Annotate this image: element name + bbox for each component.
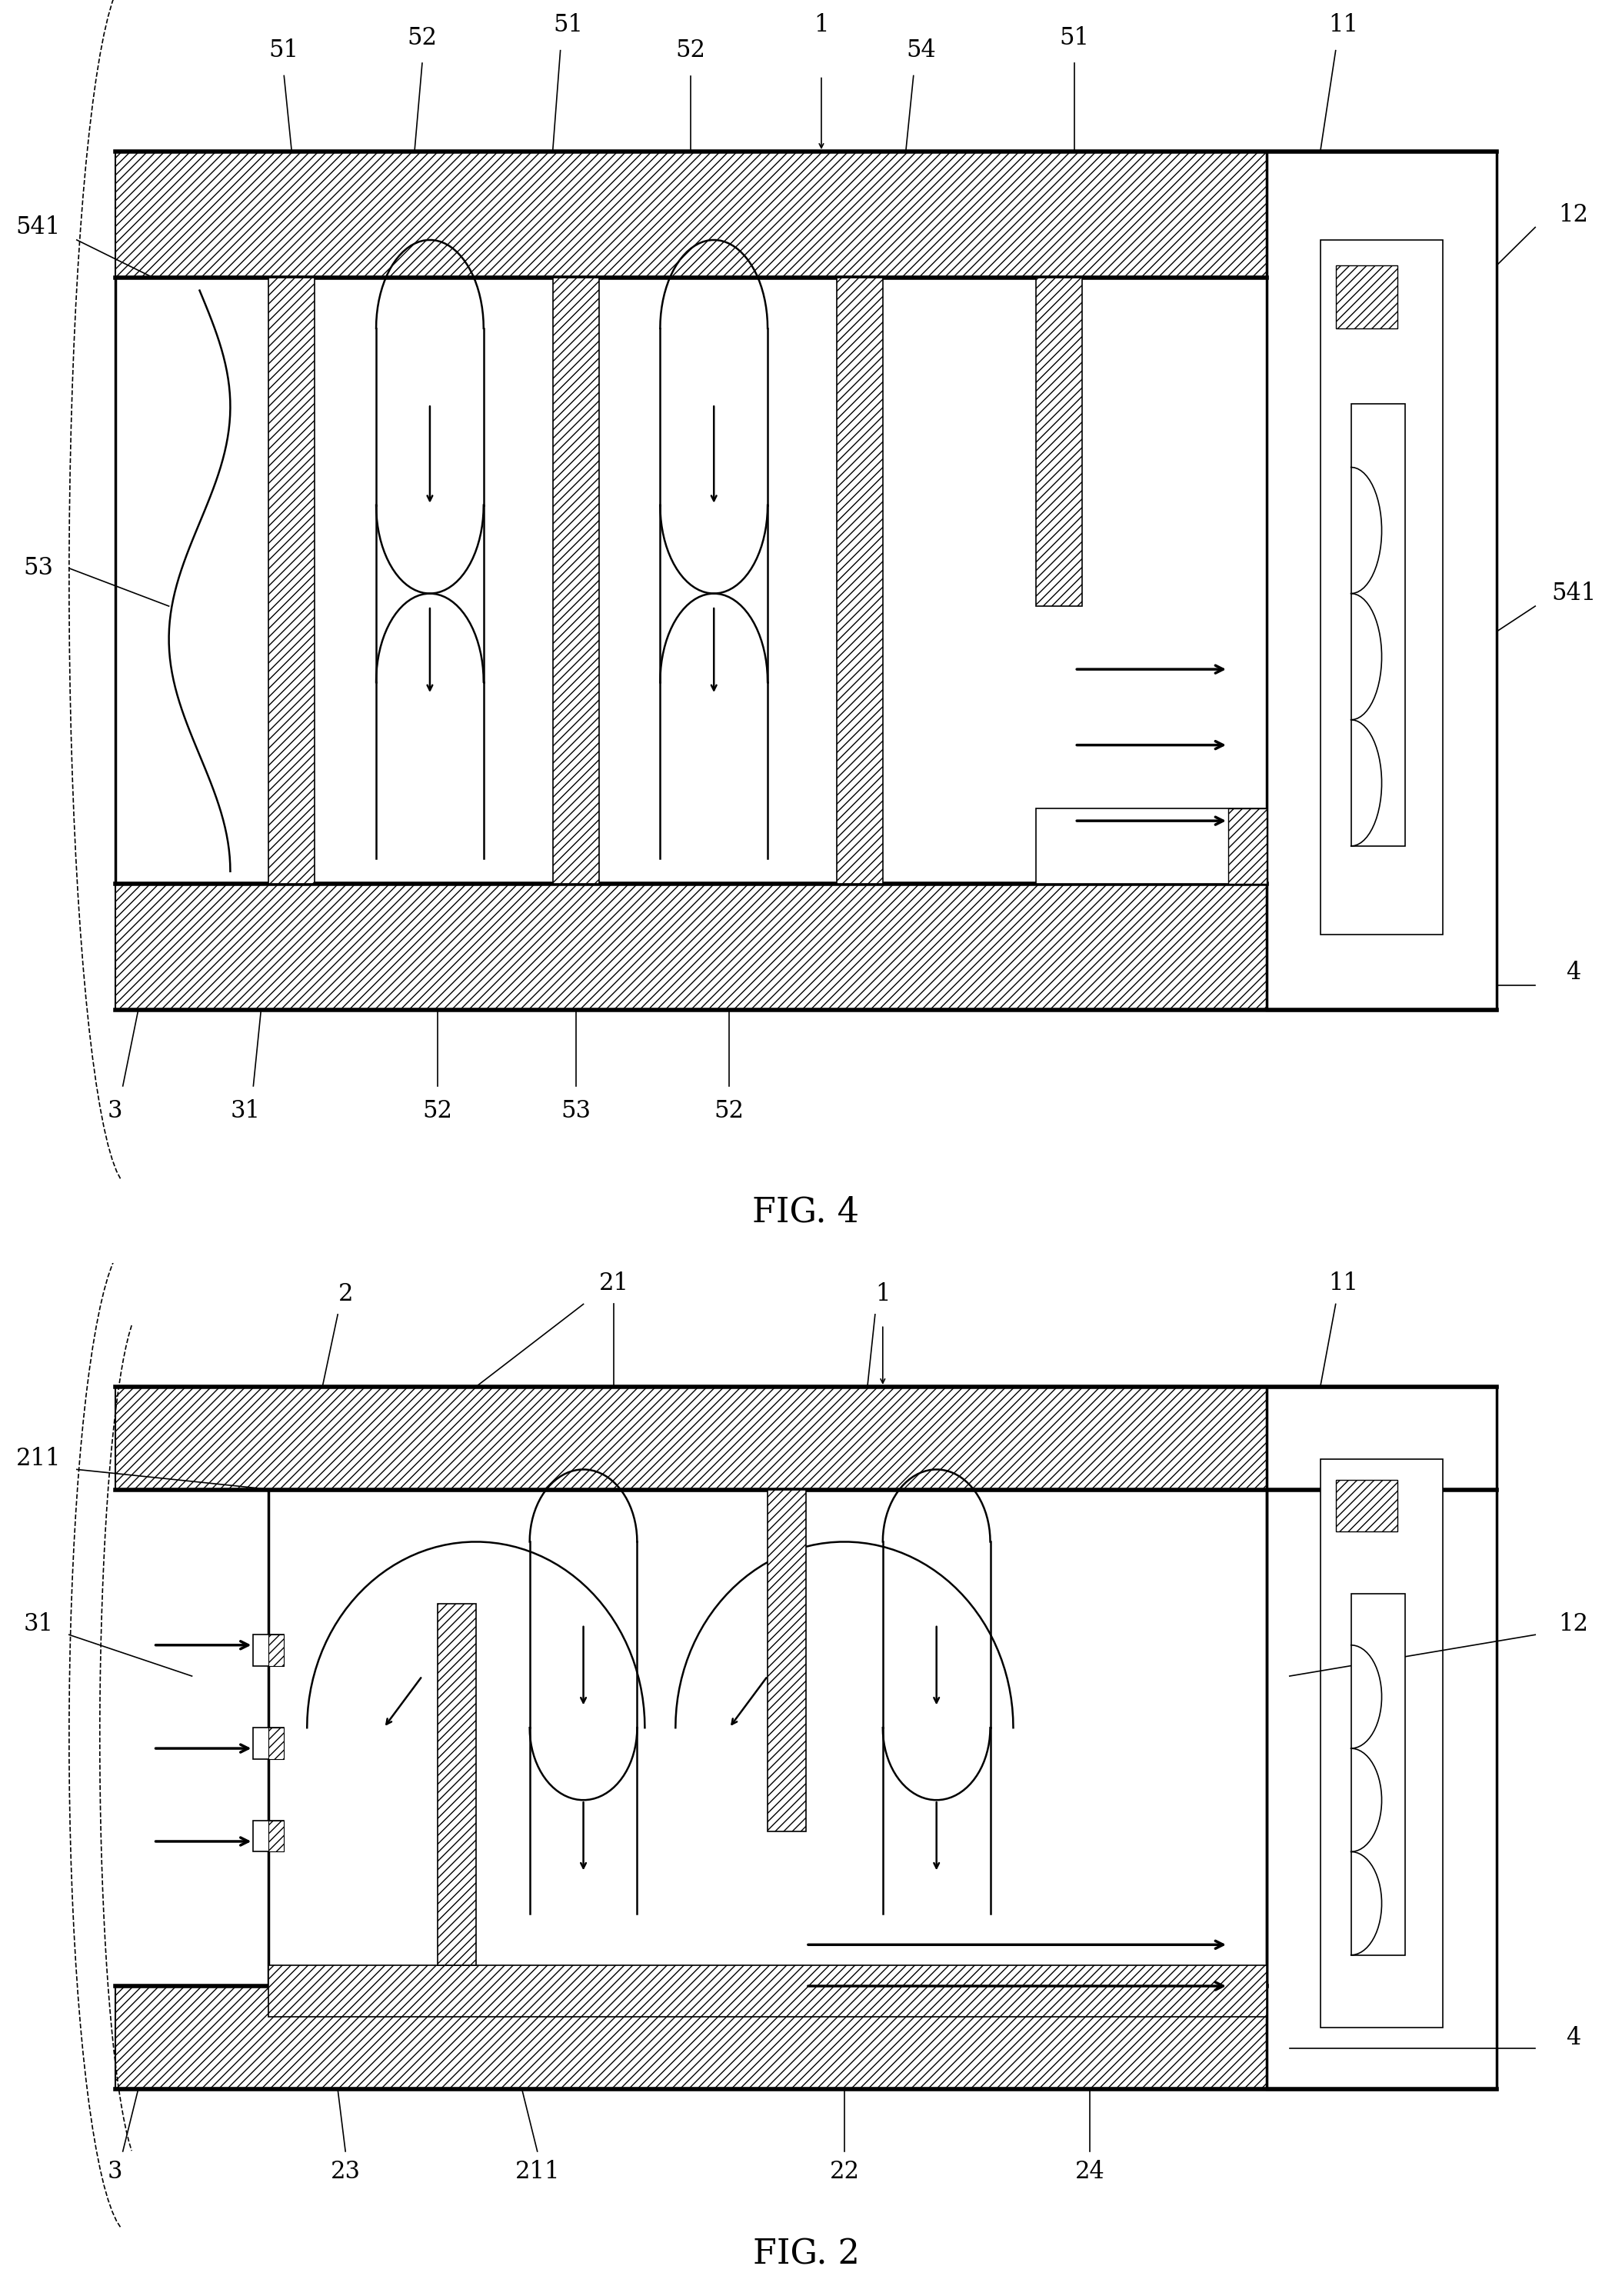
- Text: 11: 11: [1328, 14, 1359, 37]
- Text: 51: 51: [1059, 25, 1090, 51]
- Text: 22: 22: [830, 2161, 859, 2183]
- Text: 21: 21: [600, 1272, 629, 1295]
- Bar: [1351, 404, 1404, 845]
- Bar: [1320, 1460, 1443, 2027]
- Text: 51: 51: [269, 39, 298, 62]
- Bar: [1037, 808, 1267, 884]
- Bar: [1037, 278, 1082, 606]
- Text: 53: 53: [561, 1100, 590, 1123]
- Bar: [269, 1965, 1267, 2016]
- Text: 4: 4: [1567, 2025, 1581, 2050]
- Bar: [269, 1727, 284, 1759]
- Text: 52: 52: [422, 1100, 453, 1123]
- Text: 3: 3: [108, 2161, 123, 2183]
- Text: 51: 51: [553, 14, 584, 37]
- Text: 1: 1: [814, 14, 829, 37]
- Text: 53: 53: [24, 556, 53, 581]
- Text: 54: 54: [906, 39, 937, 62]
- Bar: [767, 1490, 806, 1832]
- Bar: [114, 152, 1267, 278]
- Text: 31: 31: [231, 1100, 261, 1123]
- Bar: [437, 1603, 476, 1965]
- Bar: [1351, 1593, 1404, 1954]
- Text: 12: 12: [1559, 1612, 1588, 1637]
- Text: 1: 1: [875, 1281, 890, 1306]
- Bar: [253, 1821, 284, 1851]
- Text: 52: 52: [714, 1100, 745, 1123]
- Text: 52: 52: [408, 25, 437, 51]
- Bar: [1336, 264, 1398, 328]
- Bar: [114, 884, 1267, 1010]
- Text: 541: 541: [1551, 581, 1596, 606]
- Bar: [269, 1821, 284, 1851]
- Text: 2: 2: [339, 1281, 353, 1306]
- Bar: [269, 278, 314, 884]
- Text: FIG. 4: FIG. 4: [753, 1196, 859, 1228]
- Text: 52: 52: [675, 39, 706, 62]
- Bar: [553, 278, 598, 884]
- Text: 541: 541: [16, 216, 61, 239]
- Text: 211: 211: [514, 2161, 559, 2183]
- Bar: [114, 1387, 1267, 1490]
- Text: 23: 23: [330, 2161, 361, 2183]
- Bar: [1336, 1479, 1398, 1531]
- Bar: [269, 1635, 284, 1667]
- Text: 31: 31: [24, 1612, 53, 1637]
- Bar: [1267, 152, 1498, 1010]
- Bar: [1228, 808, 1267, 884]
- Bar: [253, 1635, 284, 1667]
- Text: 24: 24: [1075, 2161, 1104, 2183]
- Bar: [1267, 1387, 1498, 2089]
- Text: 12: 12: [1559, 202, 1588, 227]
- Bar: [253, 1727, 284, 1759]
- Text: 211: 211: [16, 1446, 61, 1472]
- Bar: [114, 1986, 1267, 2089]
- Bar: [1320, 239, 1443, 934]
- Text: 11: 11: [1328, 1272, 1359, 1295]
- Text: 4: 4: [1567, 960, 1581, 985]
- Text: FIG. 2: FIG. 2: [753, 2239, 859, 2271]
- Text: 3: 3: [108, 1100, 123, 1123]
- Bar: [837, 278, 883, 884]
